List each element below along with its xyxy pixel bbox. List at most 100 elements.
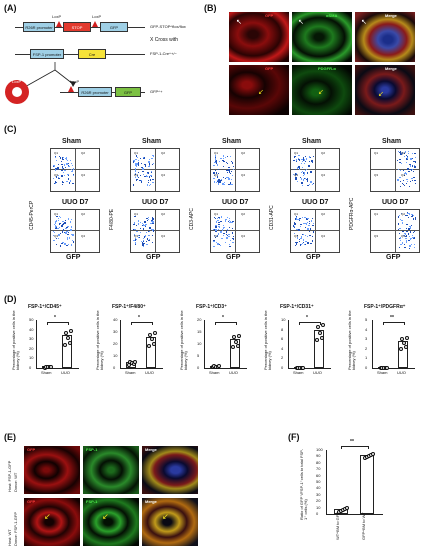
- event-dot: [232, 235, 234, 237]
- event-dot: [62, 184, 64, 186]
- event-dot: [137, 159, 140, 162]
- event-dot: [301, 184, 304, 186]
- quadrant-label: Q4: [401, 234, 406, 238]
- event-dot: [401, 212, 403, 214]
- data-point: [318, 330, 322, 335]
- event-dot: [303, 173, 306, 175]
- event-dot: [61, 169, 63, 172]
- event-dot: [410, 158, 412, 160]
- ytick-label: 20: [29, 345, 34, 351]
- event-dot: [63, 164, 65, 166]
- event-dot: [228, 169, 230, 171]
- ytick-label: 2: [281, 355, 284, 361]
- event-dot: [225, 242, 227, 244]
- event-dot: [224, 220, 226, 222]
- event-dot: [57, 175, 59, 177]
- event-dot: [140, 221, 142, 224]
- event-dot: [151, 219, 153, 221]
- chart-ylabel: Ratio of GFP⁺/FSP-1⁺cells to total FSP-1…: [299, 448, 308, 520]
- event-dot: [134, 239, 137, 241]
- event-dot: [135, 155, 137, 157]
- data-point: [319, 336, 324, 341]
- panel-label-f: (F): [288, 432, 300, 442]
- event-dot: [72, 168, 74, 170]
- event-dot: [407, 233, 409, 235]
- data-point: [66, 335, 70, 340]
- event-dot: [294, 155, 296, 158]
- sham-title: Sham: [142, 138, 162, 145]
- event-dot: [72, 174, 75, 176]
- event-dot: [302, 157, 304, 159]
- event-dot: [300, 244, 302, 246]
- event-dot: [312, 222, 315, 224]
- event-dot: [306, 172, 309, 174]
- event-dot: [305, 169, 308, 171]
- quadrant-label: Q1: [374, 212, 379, 216]
- loxp-label: LoxP: [12, 79, 22, 84]
- quadrant-gate-line: [291, 230, 339, 231]
- event-dot: [218, 179, 220, 181]
- event-dot: [405, 233, 407, 235]
- event-dot: [66, 226, 68, 229]
- event-dot: [68, 218, 70, 220]
- event-dot: [299, 244, 302, 246]
- event-dot: [138, 234, 141, 236]
- event-dot: [59, 216, 61, 219]
- event-dot: [224, 157, 227, 159]
- event-dot: [411, 169, 413, 171]
- event-dot: [216, 164, 219, 166]
- event-dot: [53, 165, 55, 168]
- event-dot: [69, 180, 71, 182]
- data-point: [398, 346, 403, 351]
- event-dot: [306, 218, 308, 220]
- event-dot: [296, 234, 299, 237]
- event-dot: [218, 172, 220, 175]
- event-dot: [305, 241, 307, 243]
- event-dot: [408, 171, 410, 173]
- event-dot: [54, 226, 57, 228]
- event-dot: [68, 243, 70, 246]
- event-dot: [140, 174, 142, 177]
- event-dot: [229, 226, 231, 228]
- event-dot: [295, 243, 297, 245]
- significance-star: **: [350, 439, 354, 445]
- event-dot: [411, 153, 413, 155]
- event-dot: [217, 228, 220, 230]
- arrow-icon: ↙: [318, 89, 324, 96]
- micrograph-merge: Merge: [355, 65, 415, 115]
- event-dot: [310, 242, 312, 244]
- event-dot: [140, 181, 143, 183]
- event-dot: [232, 220, 234, 222]
- event-dot: [214, 181, 216, 183]
- event-dot: [143, 173, 145, 176]
- quadrant-label: Q1: [134, 212, 139, 216]
- event-dot: [308, 165, 310, 167]
- quadrant-gate-line: [371, 169, 419, 170]
- event-dot: [406, 230, 408, 233]
- event-dot: [66, 163, 68, 165]
- event-dot: [411, 165, 414, 167]
- event-dot: [149, 183, 152, 185]
- event-dot: [223, 184, 225, 186]
- event-dot: [134, 174, 137, 176]
- event-dot: [296, 217, 298, 219]
- ytick-label: 100: [316, 447, 323, 452]
- event-dot: [148, 184, 151, 187]
- event-dot: [152, 230, 155, 232]
- ytick-label: 10: [281, 317, 286, 322]
- ytick-label: 4: [365, 326, 368, 332]
- cross-with-label: X Cross with: [150, 37, 179, 43]
- event-dot: [143, 245, 145, 247]
- event-dot: [57, 166, 59, 169]
- micrograph-merge: Merge: [142, 446, 198, 494]
- micrograph-gfp: GFP: [229, 12, 289, 62]
- event-dot: [139, 179, 141, 182]
- ytick-label: 0: [316, 511, 319, 516]
- event-dot: [72, 241, 75, 243]
- event-dot: [298, 229, 300, 231]
- event-dot: [295, 172, 297, 174]
- event-dot: [54, 220, 56, 223]
- event-dot: [213, 172, 215, 174]
- event-dot: [312, 231, 314, 233]
- host-donor-label: Host: WT: [7, 529, 12, 546]
